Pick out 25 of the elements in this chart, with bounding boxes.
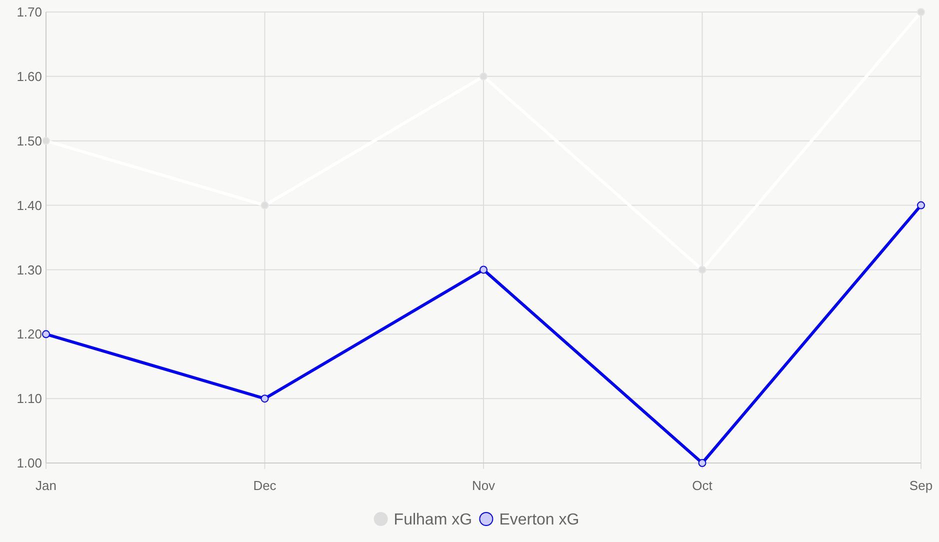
x-tick-label: Dec [253,478,277,493]
point [917,201,925,210]
point [698,266,706,274]
legend-label: Fulham xG [394,512,472,529]
point [42,136,50,145]
point [42,330,50,338]
x-tick-label: Nov [472,478,496,493]
y-tick-label: 1.30 [16,262,42,278]
point [260,201,269,210]
y-tick-label: 1.20 [16,326,42,342]
point [480,266,488,274]
y-tick-label: 1.70 [16,4,42,20]
y-tick-label: 1.10 [16,391,42,406]
y-tick-label: 1.40 [16,198,42,213]
x-tick-label: Oct [692,478,713,493]
legend-label: Everton xG [499,512,580,529]
y-tick-label: 1.00 [16,456,42,471]
y-tick-label: 1.50 [16,133,42,148]
point [480,72,488,80]
x-tick-label: Jan [36,478,56,493]
point [698,459,706,467]
point [917,8,925,16]
x-tick-label: Sep [909,478,933,493]
y-tick-label: 1.60 [16,68,42,84]
point [260,394,269,403]
